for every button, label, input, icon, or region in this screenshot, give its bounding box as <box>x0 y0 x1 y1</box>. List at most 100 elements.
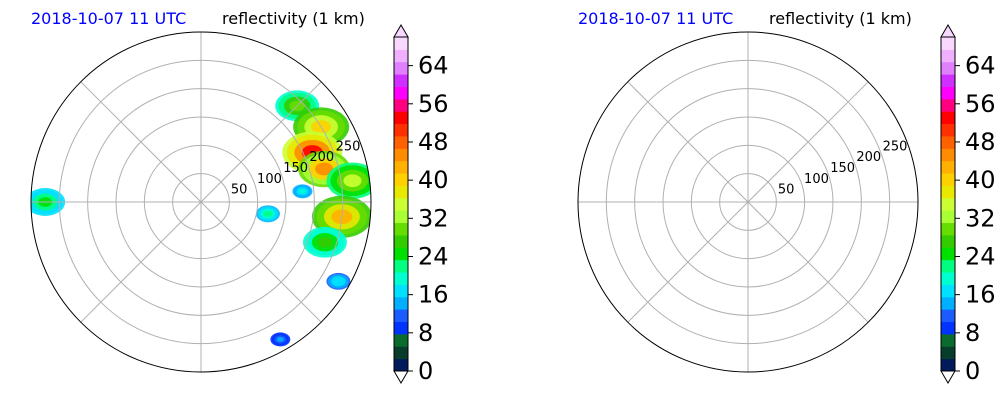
colorbar-segment <box>941 358 955 372</box>
colorbar-tick-label: 48 <box>965 128 996 156</box>
polar-panel-right: 2018-10-07 11 UTC reflectivity (1 km) 50… <box>577 9 996 385</box>
colorbar-segment <box>941 49 955 63</box>
echo-cell <box>276 336 284 342</box>
colorbar-segment <box>941 210 955 224</box>
colorbar-segment <box>394 222 408 236</box>
colorbar-segment <box>394 321 408 335</box>
colorbar-segment <box>941 173 955 186</box>
radial-tick-label: 250 <box>883 139 908 154</box>
panel-title-date: 2018-10-07 11 UTC <box>31 9 186 28</box>
colorbar-segment <box>941 259 955 273</box>
colorbar-segment <box>941 37 955 50</box>
colorbar-segment <box>941 321 955 335</box>
colorbar-segment <box>394 148 408 162</box>
colorbar-tick-label: 64 <box>418 52 449 80</box>
colorbar-segment <box>941 98 955 112</box>
polar-frame <box>30 31 372 373</box>
colorbar-segment <box>394 333 408 347</box>
colorbar-segment <box>941 185 955 199</box>
colorbar-extend-max <box>940 24 956 38</box>
colorbar: 0 8 16 24 32 40 48 56 64 <box>393 24 449 385</box>
colorbar-segment <box>941 284 955 298</box>
echo-cell <box>263 210 273 217</box>
grid-spoke <box>80 81 202 203</box>
colorbar-tick-label: 64 <box>965 52 996 80</box>
colorbar-tick-label: 8 <box>418 319 433 347</box>
radial-tick-label: 250 <box>336 139 361 154</box>
colorbar-segment <box>394 111 408 125</box>
colorbar-segment <box>941 74 955 87</box>
colorbar-frame <box>940 36 956 372</box>
echo-cell <box>315 162 334 176</box>
radial-tick-label: 150 <box>830 161 855 176</box>
colorbar-segment <box>941 111 955 125</box>
colorbar-tick-label: 0 <box>965 357 980 385</box>
colorbar-tick-label: 48 <box>418 128 449 156</box>
panel-title-date: 2018-10-07 11 UTC <box>578 9 733 28</box>
radial-tick-label: 200 <box>309 150 334 165</box>
colorbar-segment <box>394 74 408 87</box>
colorbar-segment <box>394 61 408 75</box>
colorbar-segment <box>394 259 408 273</box>
colorbar-extend-min <box>940 370 956 384</box>
colorbar-segment <box>941 61 955 75</box>
grid-spoke <box>80 201 202 323</box>
polar-panel-left: 2018-10-07 11 UTC reflectivity (1 km) 50… <box>30 9 449 385</box>
colorbar-segment <box>941 197 955 211</box>
colorbar-tick-label: 56 <box>965 90 996 118</box>
polar-frame <box>577 31 919 373</box>
panel-title-field: reflectivity (1 km) <box>222 9 365 28</box>
colorbar-segment <box>941 135 955 149</box>
colorbar-segment <box>394 272 408 285</box>
colorbar-segment <box>941 160 955 174</box>
colorbar-segment <box>941 296 955 310</box>
colorbar-segment <box>941 272 955 285</box>
colorbar-frame <box>393 36 409 372</box>
colorbar: 0 8 16 24 32 40 48 56 64 <box>940 24 996 385</box>
colorbar-segment <box>394 346 408 360</box>
colorbar-tick-label: 8 <box>965 319 980 347</box>
grid-spoke <box>200 201 322 323</box>
colorbar-segment <box>394 185 408 199</box>
colorbar-segment <box>941 309 955 323</box>
colorbar-segment <box>394 210 408 224</box>
grid-spoke <box>747 201 869 323</box>
grid-spoke <box>200 81 322 203</box>
echo-layer <box>31 90 371 347</box>
colorbar-tick-label: 24 <box>418 242 449 270</box>
colorbar-segment <box>941 333 955 347</box>
panel-title-field: reflectivity (1 km) <box>769 9 912 28</box>
colorbar-segment <box>394 284 408 298</box>
colorbar-segment <box>394 37 408 50</box>
colorbar-tick-label: 40 <box>965 166 996 194</box>
echo-cell <box>317 236 333 248</box>
grid-spoke <box>627 201 749 323</box>
colorbar-segment <box>941 222 955 236</box>
colorbar-tick-label: 16 <box>965 281 996 309</box>
colorbar-tick-label: 56 <box>418 90 449 118</box>
colorbar-segment <box>941 234 955 248</box>
radial-tick-label: 50 <box>778 183 795 198</box>
colorbar-segment <box>394 123 408 137</box>
colorbar-segment <box>394 247 408 261</box>
colorbar-extend-min <box>393 370 409 384</box>
colorbar-segment <box>394 309 408 323</box>
colorbar-segment <box>394 86 408 100</box>
grid-spoke <box>627 81 749 203</box>
radial-tick-label: 50 <box>231 183 248 198</box>
colorbar-tick-label: 0 <box>418 357 433 385</box>
colorbar-segment <box>394 135 408 149</box>
radial-tick-label: 100 <box>804 172 829 187</box>
grid-spoke <box>747 81 869 203</box>
radial-tick-label: 100 <box>257 172 282 187</box>
colorbar-tick-label: 24 <box>965 242 996 270</box>
echo-cell <box>298 188 306 194</box>
colorbar-segment <box>394 197 408 211</box>
echo-cell <box>334 278 343 285</box>
colorbar-segment <box>941 86 955 100</box>
colorbar-segment <box>941 148 955 162</box>
colorbar-segment <box>394 98 408 112</box>
colorbar-tick-label: 40 <box>418 166 449 194</box>
